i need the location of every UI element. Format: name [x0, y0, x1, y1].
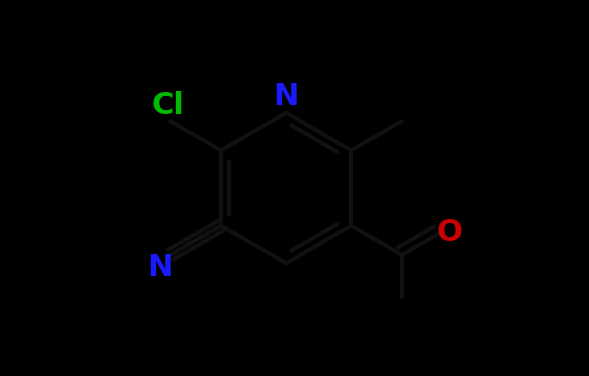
Text: N: N — [273, 82, 299, 111]
Text: Cl: Cl — [152, 91, 185, 120]
Text: O: O — [437, 218, 463, 247]
Text: N: N — [147, 253, 173, 282]
